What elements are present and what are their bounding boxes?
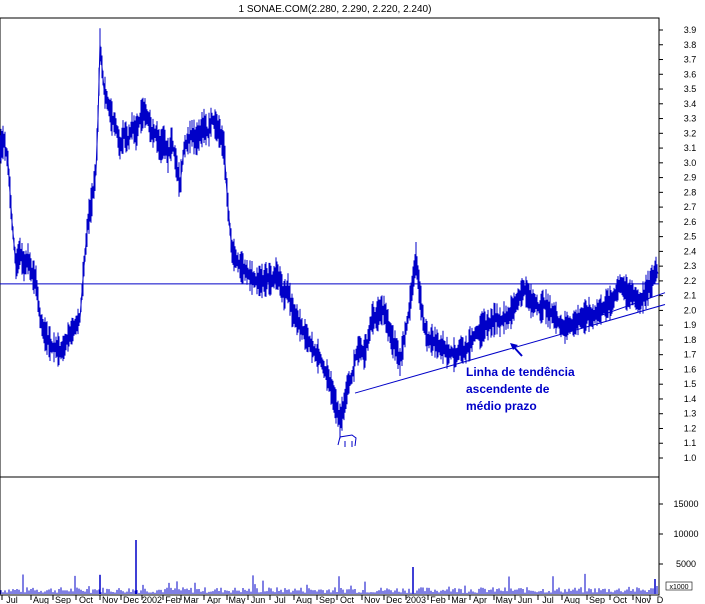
time-tick-label: Aug [33,595,49,604]
time-tick-label: Nov [364,595,381,604]
price-tick-label: 3.5 [684,84,697,94]
time-tick-label: Jun [518,595,533,604]
time-tick-label: Jul [6,595,18,604]
time-tick-label: Feb [430,595,446,604]
time-tick-label: Nov [102,595,119,604]
price-tick-label: 3.0 [684,158,697,168]
time-tick-label: Dec [386,595,403,604]
price-tick-label: 2.7 [684,202,697,212]
price-series [0,28,659,439]
volume-tick-label: 5000 [676,559,696,569]
time-tick-label: Aug [296,595,312,604]
time-tick-label: Feb [165,595,181,604]
trend-lines [0,283,666,394]
time-tick-label: Jul [542,595,554,604]
price-tick-label: 1.7 [684,350,697,360]
time-axis: Jul Aug Sep Oct Nov Dec 2002 Feb Mar Apr May Jun Jul… [1,595,664,604]
time-tick-label: Mar [183,595,199,604]
price-tick-label: 2.6 [684,217,697,227]
price-tick-label: 3.4 [684,99,697,109]
time-tick-label: Oct [79,595,94,604]
time-tick-label: Aug [564,595,580,604]
price-tick-label: 3.6 [684,69,697,79]
price-tick-label: 1.9 [684,320,697,330]
price-tick-label: 1.3 [684,409,697,419]
price-tick-label: 2.3 [684,261,697,271]
time-tick-label: Oct [613,595,628,604]
chart-frame [0,17,660,596]
price-tick-label: 2.8 [684,187,697,197]
time-tick-label: May [228,595,246,604]
price-tick-label: 1.2 [684,423,697,433]
annotation-line-2: ascendente de [466,382,550,396]
price-tick-label: 1.4 [684,394,697,404]
volume-unit-box [665,581,693,591]
time-tick-label: Sep [319,595,335,604]
time-tick-label: Jul [274,595,286,604]
price-tick-label: 3.3 [684,114,697,124]
time-tick-label: Apr [473,595,487,604]
volume-tick-label: 10000 [673,529,698,539]
price-axis: 3.9 3.8 3.7 3.6 3.5 3.4 3.3 3.2 3.1 3.0 2.9 2.8 2.7 2… [659,25,699,591]
trend-line [564,292,666,329]
time-tick-label: Sep [55,595,71,604]
price-tick-label: 3.7 [684,55,697,65]
time-tick-label: 2003 [406,595,426,604]
price-tick-label: 1.8 [684,335,697,345]
volume-tick-label: 15000 [673,499,698,509]
price-tick-label: 2.1 [684,291,697,301]
price-tick-label: 3.8 [684,40,697,50]
time-tick-label: Mar [451,595,467,604]
volume-panel-border [0,476,660,596]
price-tick-label: 2.4 [684,246,697,256]
trend-line [354,304,666,394]
annotation-arrowhead [510,343,518,350]
price-tick-label: 1.5 [684,379,697,389]
volume-bars [0,540,658,594]
price-tick-label: 2.9 [684,173,697,183]
annotation-line-1: Linha de tendência [466,365,575,379]
time-tick-label: Jun [251,595,266,604]
time-tick-label: D [657,595,664,604]
annotation: Linha de tendência ascendente de médio p… [337,365,575,447]
bull-icon [337,434,357,447]
volume-unit-label: x1000 [669,584,688,591]
price-tick-label: 3.1 [684,143,697,153]
time-tick-label: May [495,595,513,604]
price-tick-label: 3.9 [684,25,697,35]
price-tick-label: 1.6 [684,364,697,374]
chart-title: 1 SONAE.COM(2.280, 2.290, 2.220, 2.240) [239,4,432,15]
price-tick-label: 2.2 [684,276,697,286]
annotation-line-3: médio prazo [466,399,537,413]
price-tick-label: 1.1 [684,438,697,448]
time-tick-label: 2002 [142,595,162,604]
price-tick-label: 2.5 [684,232,697,242]
time-tick-label: Sep [589,595,605,604]
time-tick-label: Nov [635,595,652,604]
price-tick-label: 1.0 [684,453,697,463]
time-tick-label: Oct [340,595,355,604]
time-tick-label: Dec [123,595,140,604]
time-tick-label: Apr [207,595,221,604]
price-tick-label: 3.2 [684,128,697,138]
price-tick-label: 2.0 [684,305,697,315]
